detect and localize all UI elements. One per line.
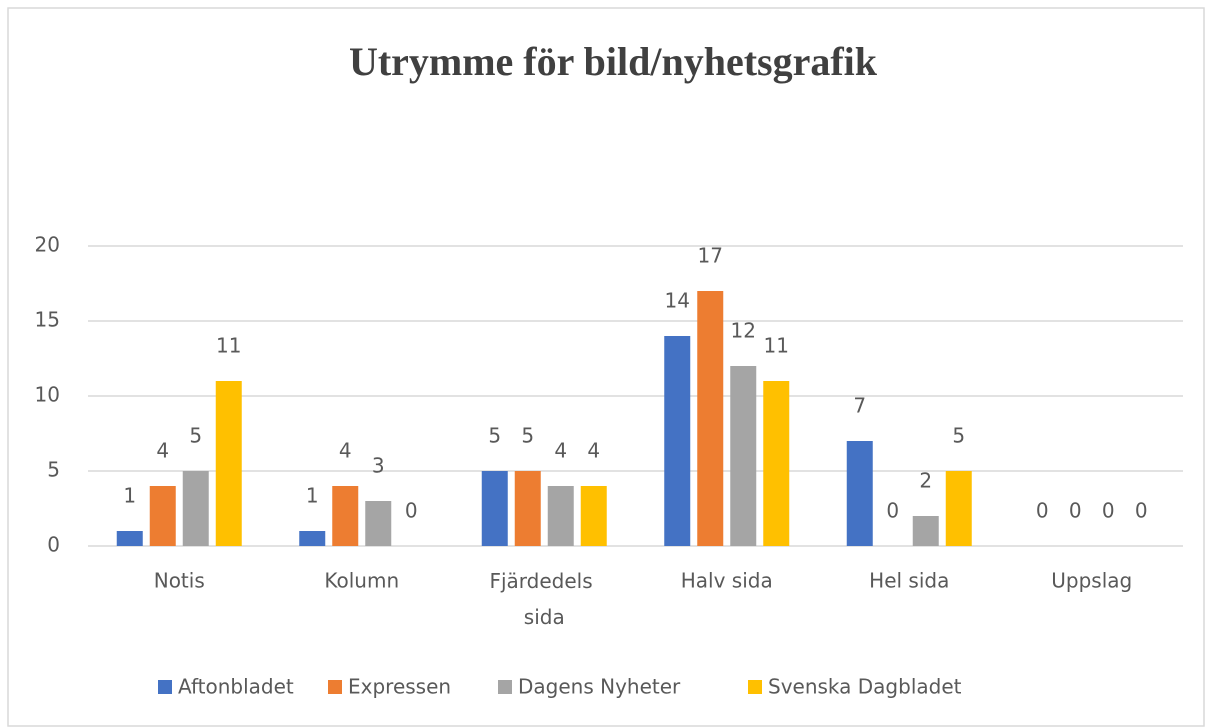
bar — [697, 291, 724, 546]
data-label: 5 — [189, 424, 202, 448]
data-label: 4 — [339, 439, 352, 463]
bar — [332, 486, 359, 546]
y-tick-label: 20 — [35, 233, 60, 257]
bar — [365, 501, 392, 546]
legend-label: Expressen — [348, 675, 451, 699]
data-label: 2 — [919, 469, 932, 493]
bar — [116, 531, 143, 546]
data-label: 0 — [405, 499, 418, 523]
x-tick-label: Hel sida — [869, 569, 949, 593]
legend-swatch — [748, 680, 762, 694]
data-label: 0 — [886, 499, 899, 523]
data-label: 1 — [123, 484, 136, 508]
x-tick-label: Kolumn — [324, 569, 399, 593]
x-tick-label: Fjärdedels sida — [489, 569, 599, 629]
data-label: 14 — [665, 289, 690, 313]
bar — [547, 486, 574, 546]
bar — [299, 531, 326, 546]
data-label: 4 — [554, 439, 567, 463]
bar — [846, 441, 873, 546]
legend-swatch — [498, 680, 512, 694]
x-tick-label: Halv sida — [681, 569, 773, 593]
data-label: 17 — [698, 244, 723, 268]
data-label: 4 — [156, 439, 169, 463]
y-tick-label: 5 — [47, 458, 60, 482]
data-label: 3 — [372, 454, 385, 478]
chart-frame — [7, 7, 1205, 727]
data-label: 0 — [1135, 499, 1148, 523]
legend-label: Dagens Nyheter — [518, 675, 681, 699]
bar — [945, 471, 972, 546]
bar — [149, 486, 176, 546]
data-label: 5 — [521, 424, 534, 448]
y-tick-label: 0 — [47, 533, 60, 557]
data-label: 0 — [1036, 499, 1049, 523]
bar — [664, 336, 691, 546]
data-label: 7 — [853, 394, 866, 418]
data-label: 4 — [587, 439, 600, 463]
data-label: 11 — [216, 334, 241, 358]
bar — [912, 516, 939, 546]
legend-label: Svenska Dagbladet — [768, 675, 962, 699]
bar — [730, 366, 757, 546]
x-tick-label: Uppslag — [1051, 569, 1132, 593]
chart-title: Utrymme för bild/nyhetsgrafik — [349, 39, 878, 84]
bar — [580, 486, 607, 546]
bar — [182, 471, 209, 546]
data-label: 11 — [764, 334, 789, 358]
data-label: 12 — [731, 319, 756, 343]
bar — [763, 381, 790, 546]
legend-swatch — [328, 680, 342, 694]
bar — [481, 471, 508, 546]
x-tick-label: Notis — [154, 569, 205, 593]
data-label: 5 — [952, 424, 965, 448]
data-label: 0 — [1102, 499, 1115, 523]
legend-label: Aftonbladet — [178, 675, 294, 699]
data-label: 5 — [488, 424, 501, 448]
data-label: 1 — [306, 484, 319, 508]
y-tick-label: 15 — [35, 308, 60, 332]
data-label: 0 — [1069, 499, 1082, 523]
legend-swatch — [158, 680, 172, 694]
y-tick-label: 10 — [35, 383, 60, 407]
bar — [215, 381, 242, 546]
bar — [514, 471, 541, 546]
